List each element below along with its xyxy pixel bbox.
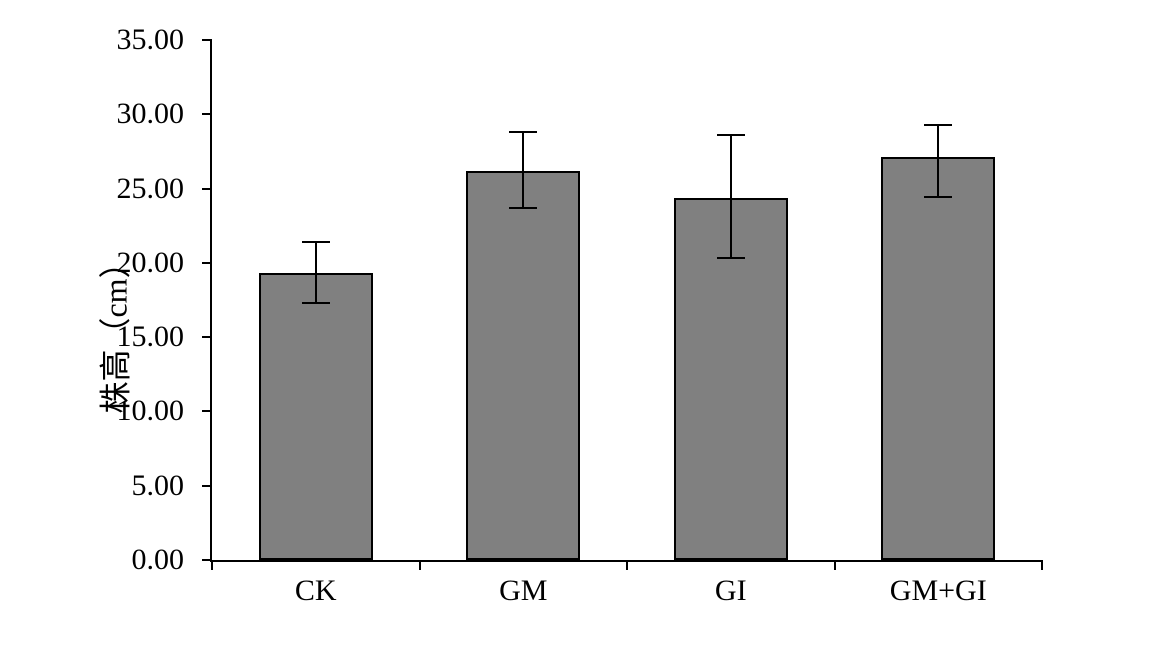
errorbar-cap [717, 257, 745, 259]
errorbar-line [730, 135, 732, 258]
bar [881, 157, 995, 560]
xtick-label: GM+GI [890, 574, 987, 608]
errorbar-cap [509, 131, 537, 133]
xtick-mark [211, 560, 213, 570]
ytick-label: 0.00 [132, 543, 185, 577]
ytick-mark [202, 262, 212, 264]
ytick-label: 10.00 [117, 394, 185, 428]
errorbar-cap [302, 241, 330, 243]
errorbar-cap [302, 302, 330, 304]
xtick-label: CK [295, 574, 337, 608]
xtick-mark [626, 560, 628, 570]
xtick-label: GM [499, 574, 547, 608]
errorbar-line [522, 132, 524, 208]
xtick-mark [419, 560, 421, 570]
ytick-label: 15.00 [117, 320, 185, 354]
ytick-label: 5.00 [132, 469, 185, 503]
ytick-mark [202, 113, 212, 115]
errorbar-cap [924, 124, 952, 126]
errorbar-line [315, 242, 317, 303]
ytick-mark [202, 485, 212, 487]
xtick-label: GI [715, 574, 747, 608]
bar-chart: 株高（cm） 0.005.0010.0015.0020.0025.0030.00… [80, 30, 1080, 630]
bar [466, 171, 580, 560]
errorbar-cap [509, 207, 537, 209]
ytick-label: 35.00 [117, 23, 185, 57]
ytick-mark [202, 39, 212, 41]
ytick-mark [202, 410, 212, 412]
bar [259, 273, 373, 560]
errorbar-cap [717, 134, 745, 136]
ytick-label: 30.00 [117, 97, 185, 131]
ytick-mark [202, 336, 212, 338]
plot-area: 0.005.0010.0015.0020.0025.0030.0035.00CK… [210, 40, 1042, 562]
errorbar-cap [924, 196, 952, 198]
ytick-mark [202, 188, 212, 190]
xtick-mark [1041, 560, 1043, 570]
ytick-label: 25.00 [117, 172, 185, 206]
xtick-mark [834, 560, 836, 570]
errorbar-line [937, 125, 939, 198]
ytick-label: 20.00 [117, 246, 185, 280]
